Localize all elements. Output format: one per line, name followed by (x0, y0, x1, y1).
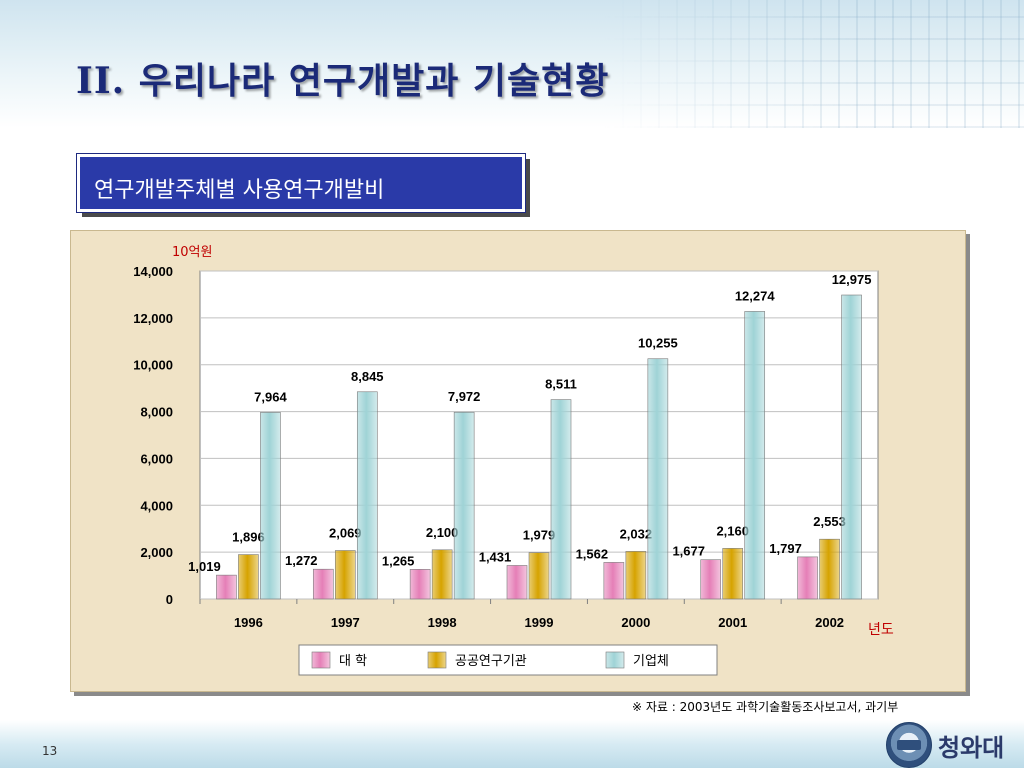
data-label: 1,979 (523, 528, 556, 543)
y-tick-label: 4,000 (140, 498, 173, 513)
circuit-decoration (604, 0, 1024, 128)
data-label: 2,100 (426, 525, 459, 540)
bar-기업체-2002 (841, 294, 862, 600)
data-label: 2,032 (620, 526, 653, 541)
data-label: 12,274 (735, 288, 776, 303)
y-tick-label: 2,000 (140, 545, 173, 560)
bar-기업체-2001 (744, 311, 766, 600)
x-tick-label: 1996 (234, 615, 263, 630)
bar-공공연구기관-1996 (238, 554, 259, 600)
data-label: 1,431 (479, 549, 512, 564)
bar-대학-1996 (216, 574, 237, 600)
legend-label: 공공연구기관 (455, 654, 527, 669)
bar-공공연구기관-1998 (431, 549, 453, 600)
data-label: 2,069 (329, 526, 362, 541)
bar-공공연구기관-1997 (334, 550, 356, 600)
y-tick-label: 12,000 (133, 311, 173, 326)
subtitle-text: 연구개발주체별 사용연구개발비 (94, 178, 385, 203)
title-band (0, 0, 1024, 128)
bar-대학-1997 (312, 568, 334, 600)
bar-공공연구기관-1999 (528, 552, 550, 600)
data-label: 12,975 (832, 272, 872, 287)
legend-swatch (427, 651, 447, 669)
legend-label: 기업체 (633, 654, 669, 669)
subtitle-box: 연구개발주체별 사용연구개발비 (77, 154, 525, 212)
data-label: 1,896 (232, 530, 265, 545)
legend-label: 대 학 (339, 654, 367, 669)
data-label: 7,972 (448, 389, 481, 404)
y-tick-label: 0 (166, 592, 173, 607)
x-tick-label: 1997 (331, 615, 360, 630)
data-label: 1,019 (188, 559, 221, 574)
y-unit-label: 10억원 (172, 245, 212, 260)
bar-기업체-1998 (453, 411, 475, 600)
footer-band (0, 720, 1024, 768)
bar-기업체-1997 (356, 391, 378, 600)
bar-공공연구기관-2001 (722, 548, 744, 600)
bar-공공연구기관-2000 (625, 551, 647, 600)
bar-공공연구기관-2002 (819, 538, 840, 600)
data-label: 1,797 (769, 541, 802, 556)
data-label: 1,677 (672, 544, 705, 559)
data-label: 10,255 (638, 336, 678, 351)
y-tick-label: 6,000 (140, 451, 173, 466)
x-tick-label: 2001 (718, 615, 747, 630)
x-tick-label: 1999 (525, 615, 554, 630)
bar-기업체-1996 (260, 412, 281, 600)
logo-seal (886, 722, 932, 768)
bar-대학-2001 (700, 559, 722, 600)
logo-text: 청와대 (938, 734, 1005, 762)
data-label: 1,265 (382, 553, 415, 568)
source-note: ※ 자료 : 2003년도 과학기술활동조사보고서, 과기부 (632, 700, 899, 714)
data-label: 1,272 (285, 553, 318, 568)
bar-기업체-2000 (647, 358, 669, 600)
page-number: 13 (42, 744, 58, 758)
legend-box (298, 644, 718, 676)
chart-panel: 0 2,000 4,000 6,000 8,000 10,000 12,000 14,000 1… (70, 230, 966, 692)
x-tick-label: 1998 (428, 615, 457, 630)
data-label: 2,160 (716, 523, 749, 538)
data-label: 7,964 (254, 389, 287, 404)
slide-title: II. 우리나라 연구개발과 기술현황 (76, 60, 610, 102)
data-label: 8,845 (351, 369, 384, 384)
data-label: 1,562 (576, 546, 609, 561)
x-tick-label: 2000 (621, 615, 650, 630)
bar-대학-2002 (797, 556, 818, 600)
legend-swatch (605, 651, 625, 669)
bar-대학-2000 (603, 562, 625, 600)
legend-swatch (311, 651, 331, 669)
y-tick-label: 14,000 (133, 264, 173, 279)
x-axis-label: 년도 (868, 622, 894, 638)
bar-대학-1999 (506, 565, 528, 600)
bar-chart: 0 2,000 4,000 6,000 8,000 10,000 12,000 14,000 1… (133, 245, 894, 676)
bar-기업체-1999 (550, 399, 572, 600)
data-label: 2,553 (813, 514, 846, 529)
data-label: 8,511 (545, 377, 577, 392)
y-tick-label: 10,000 (133, 358, 173, 373)
bar-대학-1998 (409, 569, 431, 600)
y-tick-label: 8,000 (140, 405, 173, 420)
x-tick-label: 2002 (815, 615, 844, 630)
